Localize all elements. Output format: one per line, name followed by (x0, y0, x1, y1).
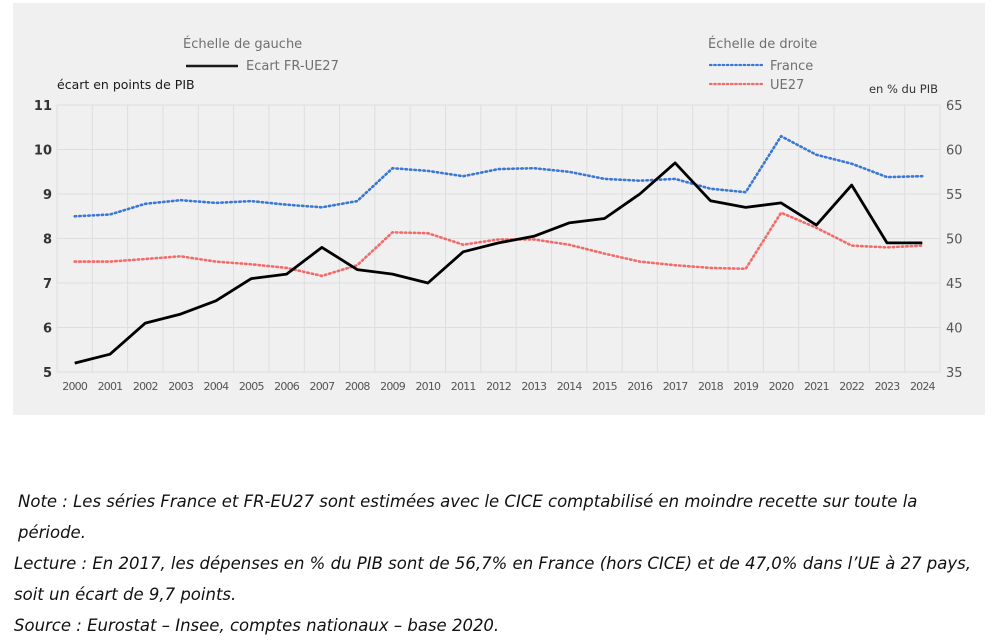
x-tick-label: 2014 (557, 380, 583, 393)
left-tick-label: 7 (43, 277, 52, 292)
x-tick-label: 2016 (627, 380, 653, 393)
chart-panel (13, 3, 985, 415)
right-tick-label: 50 (946, 233, 963, 248)
legend-france-label: France (770, 59, 813, 74)
source-text: Source : Eurostat – Insee, comptes natio… (14, 616, 500, 635)
x-tick-label: 2017 (663, 380, 689, 393)
x-tick-label: 2021 (804, 380, 829, 393)
left-tick-label: 9 (43, 188, 52, 203)
right-tick-label: 55 (946, 188, 963, 203)
x-tick-label: 2004 (204, 380, 230, 393)
line-chart: Échelle de gauche Ecart FR-UE27 Échelle … (34, 36, 963, 393)
x-axis-ticks: 2000 2001 2002 2003 2004 2005 2006 2007 2008 2009… (62, 380, 936, 393)
x-tick-label: 2010 (415, 380, 441, 393)
left-tick-label: 11 (34, 99, 52, 114)
x-tick-label: 2001 (98, 380, 123, 393)
x-tick-label: 2000 (62, 380, 88, 393)
series-lines (73, 134, 924, 365)
note-text: Note : Les séries France et FR-EU27 sont… (18, 492, 918, 542)
right-tick-label: 40 (946, 322, 963, 337)
x-tick-label: 2019 (733, 380, 759, 393)
left-tick-label: 10 (34, 144, 52, 159)
x-tick-label: 2007 (310, 380, 336, 393)
left-tick-label: 8 (43, 233, 52, 248)
x-tick-label: 2011 (451, 380, 476, 393)
x-tick-label: 2024 (910, 380, 936, 393)
right-tick-label: 45 (946, 277, 963, 292)
legend-ue27-label: UE27 (770, 78, 804, 93)
left-axis-ticks: 5 6 7 8 9 10 11 (34, 99, 52, 381)
lecture-text: Lecture : En 2017, les dépenses en % du … (14, 554, 971, 604)
right-tick-label: 65 (946, 99, 963, 114)
x-tick-label: 2020 (769, 380, 795, 393)
legend-ecart-label: Ecart FR-UE27 (246, 59, 339, 74)
x-tick-label: 2008 (345, 380, 371, 393)
chart-notes: Note : Les séries France et FR-EU27 sont… (14, 486, 979, 641)
legend-left-title: Échelle de gauche (183, 36, 302, 52)
right-tick-label: 60 (946, 144, 963, 159)
x-tick-label: 2012 (486, 380, 511, 393)
right-axis-ticks: 35 40 45 50 55 60 65 (946, 99, 963, 381)
x-tick-label: 2013 (521, 380, 547, 393)
x-tick-label: 2018 (698, 380, 724, 393)
legend-right-title: Échelle de droite (708, 36, 817, 52)
series-line-france (73, 134, 924, 218)
gridlines (56, 104, 941, 373)
x-tick-label: 2022 (839, 380, 864, 393)
x-tick-label: 2005 (239, 380, 265, 393)
series-line-ecart-fr-ue27 (74, 161, 923, 365)
right-axis-title: en % du PIB (869, 82, 938, 96)
x-tick-label: 2006 (274, 380, 300, 393)
x-tick-label: 2002 (133, 380, 158, 393)
left-tick-label: 6 (43, 322, 52, 337)
x-tick-label: 2015 (592, 380, 618, 393)
x-tick-label: 2023 (875, 380, 901, 393)
right-tick-label: 35 (946, 366, 963, 381)
x-tick-label: 2009 (380, 380, 406, 393)
left-axis-title: écart en points de PIB (57, 77, 195, 92)
left-tick-label: 5 (43, 366, 52, 381)
x-tick-label: 2003 (168, 380, 194, 393)
